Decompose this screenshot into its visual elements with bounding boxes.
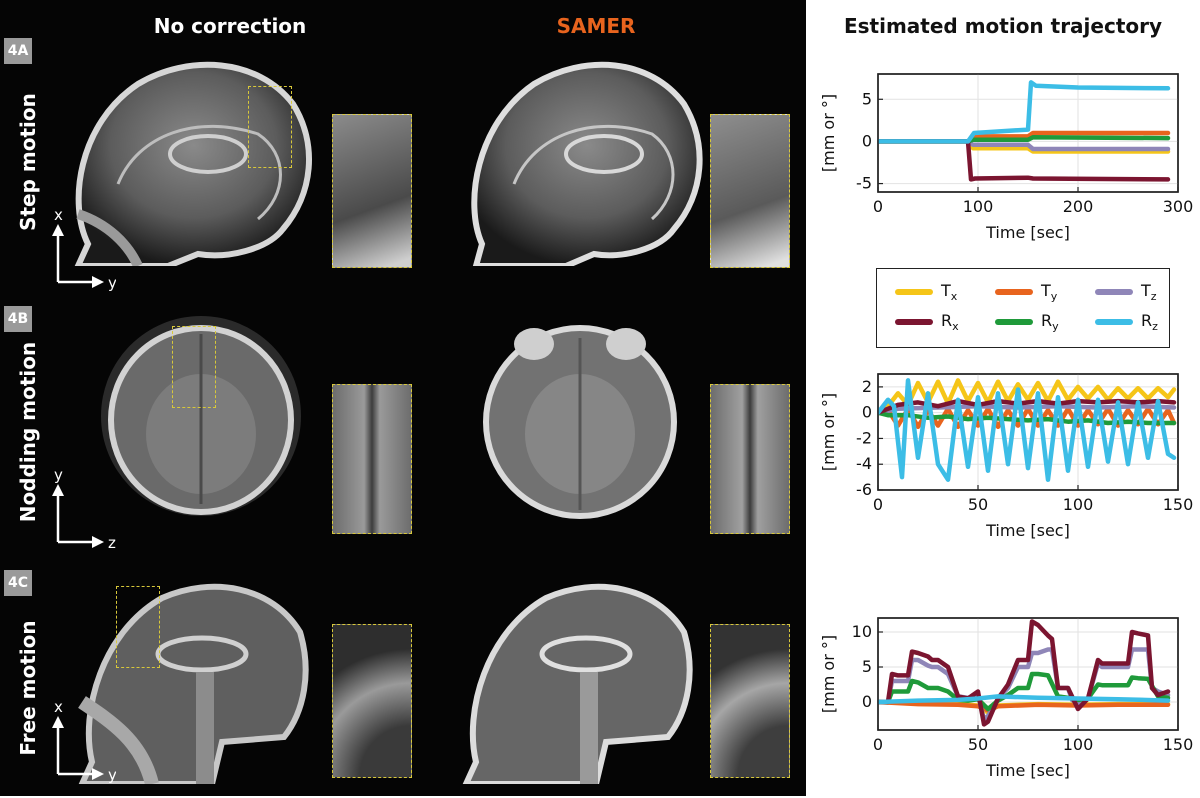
zoom-inset-free-samer xyxy=(710,624,790,778)
tick-label-y: -4 xyxy=(856,454,872,473)
scan-free-samer xyxy=(462,583,693,784)
axis-indicator-nodding: y z xyxy=(52,466,116,552)
tick-label-x: 150 xyxy=(1163,495,1194,514)
tick-label-x: 0 xyxy=(873,495,883,514)
tick-label-y: 2 xyxy=(862,377,872,396)
plot-border xyxy=(877,73,1179,193)
column-title-samer: SAMER xyxy=(556,14,636,38)
zoom-inset-step-samer xyxy=(710,114,790,268)
row-label-free-motion: Free motion xyxy=(16,620,40,756)
roi-box-step xyxy=(248,86,292,168)
tick-label-x: 100 xyxy=(1063,735,1094,754)
mri-panel: No correction SAMER 4A Step motion xyxy=(0,0,806,796)
tick-label-y: 0 xyxy=(862,403,872,422)
tick-label-y: -2 xyxy=(856,428,872,447)
legend-label-ry: Ry xyxy=(1041,311,1059,334)
tick-label-x: 300 xyxy=(1163,197,1194,216)
legend-swatch-rx xyxy=(895,319,933,325)
series-line-rz xyxy=(878,694,1171,705)
legend-swatch-rz xyxy=(1095,319,1133,325)
tick-label-x: 0 xyxy=(873,197,883,216)
tick-label-y: 5 xyxy=(862,89,872,108)
tick-label-x: 0 xyxy=(873,735,883,754)
axis-label-v-step: x xyxy=(54,206,63,224)
axis-label-v-nodding: y xyxy=(54,466,63,484)
zoom-inset-step-no-correction xyxy=(332,114,412,268)
roi-box-free xyxy=(116,586,160,668)
series-line-rx xyxy=(878,619,1171,727)
series-line-ry xyxy=(878,671,1171,712)
y-axis-label: [mm or °] xyxy=(819,94,838,172)
zoom-inset-nodding-samer xyxy=(710,384,790,534)
legend-label-ty: Ty xyxy=(1041,281,1058,304)
tick-label-x: 100 xyxy=(1063,495,1094,514)
column-title-trajectory: Estimated motion trajectory xyxy=(843,14,1163,38)
legend-label-tx: Tx xyxy=(941,281,958,304)
tick-label-y: 10 xyxy=(852,622,872,641)
row-tag-4a: 4A xyxy=(4,38,32,64)
tick-label-x: 150 xyxy=(1163,735,1194,754)
scan-step-no-correction xyxy=(74,61,312,266)
x-axis-label: Time [sec] xyxy=(985,223,1070,242)
legend-swatch-tx xyxy=(895,289,933,295)
series-line-rz xyxy=(878,80,1171,144)
row-label-step-motion: Step motion xyxy=(16,93,40,231)
zoom-inset-free-no-correction xyxy=(332,624,412,778)
y-axis-label: [mm or °] xyxy=(819,635,838,713)
tick-label-y: 0 xyxy=(862,692,872,711)
x-axis-label: Time [sec] xyxy=(985,761,1070,780)
tick-label-y: 5 xyxy=(862,657,872,676)
axis-indicator-free: x y xyxy=(52,698,116,784)
trajectory-plot-nodding: 0 50 100 150 -6 -4 -2 0 2 Time [sec] [mm or °] xyxy=(819,373,1194,540)
tick-label-y: 0 xyxy=(862,131,872,150)
axis-label-h-free: y xyxy=(108,766,116,784)
row-tag-4b: 4B xyxy=(4,306,32,332)
legend-label-rx: Rx xyxy=(941,311,959,334)
scan-step-samer xyxy=(471,61,703,266)
row-tag-4c: 4C xyxy=(4,570,32,596)
tick-label-x: 50 xyxy=(968,495,988,514)
axis-indicator-step: x y xyxy=(52,206,116,292)
legend: Tx Ty Tz Rx Ry Rz xyxy=(876,268,1170,348)
column-title-no-correction: No correction xyxy=(153,14,307,38)
plot-border xyxy=(877,373,1179,491)
plot-border xyxy=(877,617,1179,731)
scan-nodding-no-correction xyxy=(101,316,301,516)
tick-label-x: 100 xyxy=(963,197,994,216)
legend-label-rz: Rz xyxy=(1141,311,1158,334)
legend-label-tz: Tz xyxy=(1141,281,1157,304)
axis-label-h-nodding: z xyxy=(108,534,116,552)
legend-swatch-ty xyxy=(995,289,1033,295)
series-line-ry xyxy=(878,410,1177,426)
axis-label-v-free: x xyxy=(54,698,63,716)
roi-box-nodding xyxy=(172,326,216,408)
tick-label-y: -5 xyxy=(856,174,872,193)
plot-frame xyxy=(877,617,1179,731)
axis-label-h-step: y xyxy=(108,274,116,292)
legend-swatch-tz xyxy=(1095,289,1133,295)
tick-label-x: 200 xyxy=(1063,197,1094,216)
series-line-rz xyxy=(878,378,1177,482)
x-axis-label: Time [sec] xyxy=(985,521,1070,540)
tick-label-x: 50 xyxy=(968,735,988,754)
scan-nodding-samer xyxy=(483,325,677,519)
row-label-nodding-motion: Nodding motion xyxy=(16,341,40,523)
tick-label-y: -6 xyxy=(856,480,872,499)
y-axis-label: [mm or °] xyxy=(819,393,838,471)
legend-swatch-ry xyxy=(995,319,1033,325)
trajectory-plot-free: 0 50 100 150 0 5 10 Time [sec] [mm or °] xyxy=(819,617,1194,780)
scan-free-no-correction xyxy=(78,583,309,784)
zoom-inset-nodding-no-correction xyxy=(332,384,412,534)
